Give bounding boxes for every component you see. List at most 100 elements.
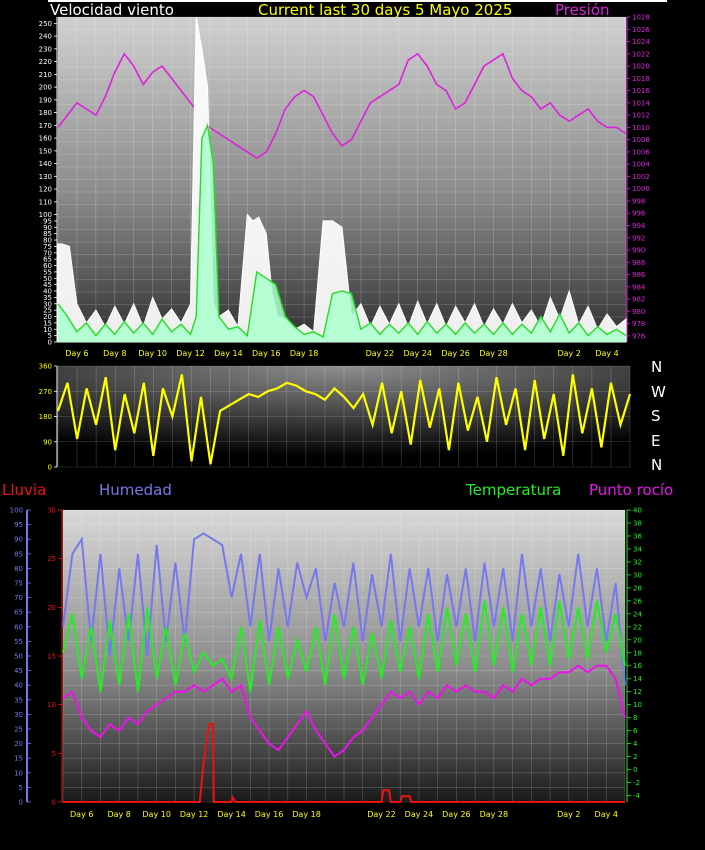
pressure-tick-label: 1016	[632, 87, 650, 95]
pressure-tick-label: 984	[632, 283, 646, 291]
compass-south: S	[651, 407, 661, 425]
pressure-tick-label: 992	[632, 234, 645, 242]
wind-speed-tick-label: 120	[39, 186, 52, 194]
humidity-tick-label: 85	[14, 550, 23, 558]
wind-speed-tick-label: 200	[39, 84, 52, 92]
pressure-tick-label: 996	[632, 210, 646, 218]
humidity-tick-label: 0	[19, 799, 23, 807]
direction-tick-label: 270	[39, 388, 52, 396]
rain-tick-label: 30	[47, 507, 56, 515]
wind-speed-tick-label: 15	[43, 319, 52, 327]
direction-tick-label: 180	[39, 413, 52, 421]
wind-speed-tick-label: 40	[43, 288, 52, 296]
chart-title: Current last 30 days 5 Mayo 2025	[258, 1, 512, 19]
humidity-tick-label: 35	[14, 696, 23, 704]
pressure-tick-label: 994	[632, 222, 646, 230]
temperature-tick-label: 40	[633, 507, 642, 515]
date-tick-label: Day 24	[405, 810, 434, 819]
wind-speed-tick-label: 90	[43, 224, 52, 232]
temperature-tick-label: 0	[633, 766, 637, 774]
wind-speed-tick-label: 10	[43, 326, 52, 334]
rain-humidity-temp-date-ticks: Day 6 Day 8 Day 10 Day 12 Day 14 Day 16 Day 18…	[70, 810, 618, 819]
temperature-tick-label: -4	[633, 792, 641, 800]
pressure-axis-ticks: 976 978 980 982 984 986 988 990 992 994 996 998 1000…	[627, 14, 650, 340]
humidity-axis-ticks: 0 5 10 15 20 25 30 35 40 45 50 55 60 65 70 75 80 85 90 95 10…	[10, 507, 31, 807]
wind-direction-grid	[57, 365, 631, 468]
pressure-tick-label: 1026	[632, 26, 650, 34]
temperature-tick-label: 34	[633, 545, 642, 553]
humidity-legend: Humedad	[99, 481, 172, 499]
temperature-tick-label: 14	[633, 675, 642, 683]
rain-tick-label: 0	[52, 799, 56, 807]
rain-humidity-temp-panel: 0510152025303540455055606570758085909510…	[10, 507, 643, 820]
rain-humidity-temp-grid	[62, 509, 626, 803]
date-tick-label: Day 8	[103, 349, 126, 358]
humidity-tick-label: 100	[10, 507, 23, 515]
direction-axis-ticks: 0 90 180 270 360	[39, 363, 57, 472]
humidity-tick-label: 50	[14, 653, 23, 661]
rain-axis-ticks: 0 5 10 15 20 25 30	[47, 507, 62, 807]
temperature-tick-label: 12	[633, 688, 642, 696]
humidity-tick-label: 80	[14, 565, 23, 573]
date-tick-label: Day 2	[557, 810, 580, 819]
date-tick-label: Day 6	[65, 349, 88, 358]
direction-tick-label: 0	[48, 464, 52, 472]
pressure-line	[57, 52, 627, 159]
wind-speed-tick-label: 60	[43, 262, 52, 270]
wind-speed-tick-label: 70	[43, 249, 52, 257]
humidity-tick-label: 5	[19, 784, 23, 792]
wind-pressure-panel: 0510152025303540455055606570758085909510…	[39, 14, 651, 359]
temperature-tick-label: 16	[633, 662, 642, 670]
date-tick-label: Day 18	[290, 349, 319, 358]
date-tick-label: Day 16	[252, 349, 281, 358]
temperature-legend: Temperatura	[465, 481, 561, 499]
date-tick-label: Day 28	[480, 810, 509, 819]
compass-east: E	[651, 432, 660, 450]
pressure-tick-label: 998	[632, 197, 645, 205]
temperature-tick-label: -2	[633, 779, 640, 787]
humidity-tick-label: 55	[14, 638, 23, 646]
compass-west: W	[651, 383, 666, 401]
dewpoint-legend: Punto rocío	[589, 481, 673, 499]
wind-speed-tick-label: 45	[43, 281, 52, 289]
wind-speed-tick-label: 140	[39, 160, 52, 168]
rain-tick-label: 20	[47, 604, 56, 612]
date-tick-label: Day 12	[180, 810, 209, 819]
date-tick-label: Day 24	[403, 349, 432, 358]
wind-speed-tick-label: 80	[43, 237, 52, 245]
temperature-tick-label: 26	[633, 597, 642, 605]
temperature-tick-label: 30	[633, 571, 642, 579]
wind-speed-tick-label: 30	[43, 300, 52, 308]
rain-humidity-temp-series	[62, 532, 626, 803]
wind-average-line	[57, 122, 627, 338]
wind-speed-tick-label: 65	[43, 256, 52, 264]
humidity-tick-label: 90	[14, 536, 23, 544]
humidity-tick-label: 20	[14, 740, 23, 748]
wind-speed-title: Velocidad viento	[50, 1, 174, 19]
pressure-tick-label: 1000	[632, 185, 650, 193]
date-tick-label: Day 10	[142, 810, 171, 819]
rain-tick-label: 15	[47, 653, 56, 661]
pressure-tick-label: 1006	[632, 148, 650, 156]
pressure-tick-label: 980	[632, 308, 645, 316]
pressure-tick-label: 1014	[632, 99, 650, 107]
direction-tick-label: 90	[43, 438, 52, 446]
date-tick-label: Day 14	[217, 810, 246, 819]
direction-tick-label: 360	[39, 363, 52, 371]
wind-speed-tick-label: 230	[39, 45, 52, 53]
humidity-line	[62, 532, 626, 686]
wind-speed-axis-ticks: 0510152025303540455055606570758085909510…	[39, 20, 57, 347]
pressure-tick-label: 986	[632, 271, 646, 279]
wind-speed-tick-label: 220	[39, 58, 52, 66]
wind-speed-tick-label: 75	[43, 243, 52, 251]
date-tick-label: Day 16	[255, 810, 284, 819]
date-tick-label: Day 18	[292, 810, 321, 819]
rain-line	[63, 723, 625, 803]
wind-speed-tick-label: 100	[39, 211, 52, 219]
temperature-tick-label: 20	[633, 636, 642, 644]
dewpoint-line	[62, 664, 626, 758]
pressure-tick-label: 1028	[632, 14, 650, 22]
wind-speed-tick-label: 25	[43, 307, 52, 315]
date-tick-label: Day 10	[138, 349, 167, 358]
wind-average-area	[58, 125, 626, 342]
